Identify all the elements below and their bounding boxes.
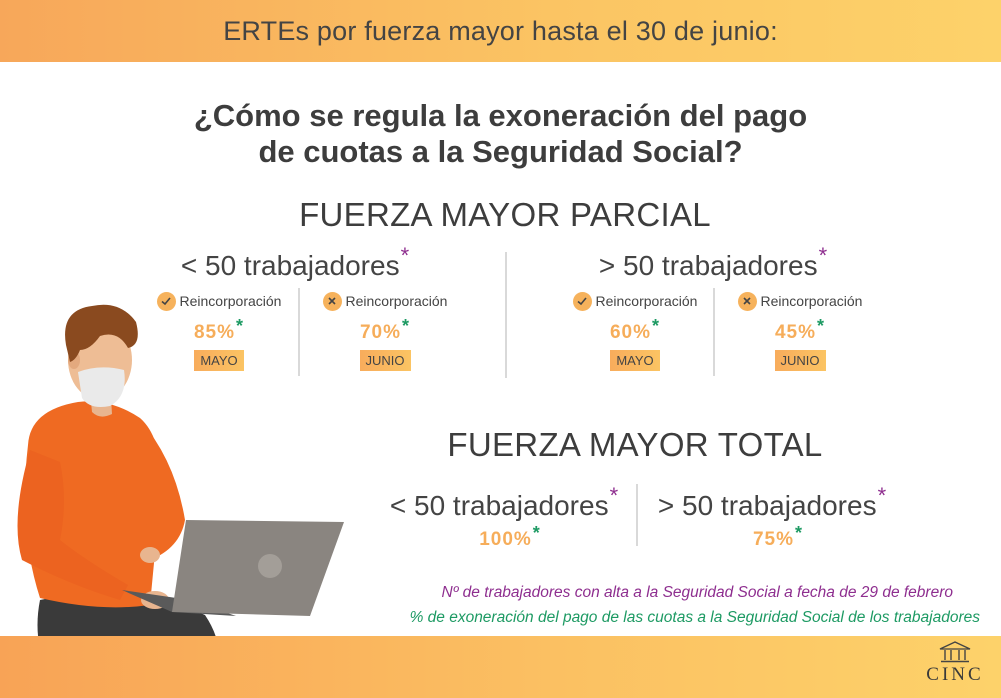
parcial-group-lt50-title: < 50 trabajadores* bbox=[160, 243, 430, 282]
header-bar: ERTEs por fuerza mayor hasta el 30 de ju… bbox=[0, 0, 1001, 62]
parcial-cell-lt50-mayo: Reincorporación 85%* MAYO bbox=[144, 290, 294, 371]
cell-percentage: 45%* bbox=[774, 316, 826, 343]
parcial-group-gt50-title: > 50 trabajadores* bbox=[578, 243, 848, 282]
cell-label: Reincorporación bbox=[595, 293, 698, 309]
cell-percentage: 60%* bbox=[609, 316, 661, 343]
total-title: FUERZA MAYOR TOTAL bbox=[447, 426, 823, 463]
footnote-green: % de exoneración del pago de las cuotas … bbox=[409, 609, 980, 626]
asterisk-green: * bbox=[236, 316, 245, 336]
asterisk-purple: * bbox=[818, 243, 828, 268]
cell-percentage: 85%* bbox=[193, 316, 245, 343]
asterisk-green: * bbox=[817, 316, 826, 336]
check-icon bbox=[572, 291, 592, 311]
parcial-cell-gt50-mayo: Reincorporación 60%* MAYO bbox=[560, 290, 710, 371]
parcial-cell-gt50-junio: Reincorporación 45%* JUNIO bbox=[725, 290, 875, 371]
total-group-gt50-title: > 50 trabajadores* bbox=[638, 483, 906, 522]
asterisk-purple: * bbox=[609, 483, 619, 508]
total-group-lt50-title: < 50 trabajadores* bbox=[370, 483, 638, 522]
person-laptop-illustration bbox=[17, 304, 344, 698]
footnote-purple: Nº de trabajadores con alta a la Segurid… bbox=[441, 584, 953, 601]
check-icon bbox=[156, 291, 176, 311]
asterisk-green: * bbox=[795, 523, 804, 543]
columns-icon bbox=[939, 641, 971, 663]
total-gt50-percentage: 75%* bbox=[752, 523, 804, 550]
cell-divider bbox=[713, 288, 715, 376]
month-badge: JUNIO bbox=[359, 350, 411, 371]
month-badge: JUNIO bbox=[774, 350, 826, 371]
header-title: ERTEs por fuerza mayor hasta el 30 de ju… bbox=[223, 15, 778, 46]
asterisk-purple: * bbox=[877, 483, 887, 508]
headline-line-2: de cuotas a la Seguridad Social? bbox=[258, 134, 743, 169]
total-group-lt50-text: < 50 trabajadores bbox=[389, 490, 609, 521]
total-divider bbox=[636, 484, 638, 546]
cinc-logo: CINC bbox=[923, 641, 987, 695]
cell-percentage: 70%* bbox=[359, 316, 411, 343]
month-badge: MAYO bbox=[610, 350, 660, 371]
total-group-gt50-text: > 50 trabajadores bbox=[657, 490, 877, 521]
total-lt50-percentage: 100%* bbox=[479, 523, 541, 550]
month-badge: MAYO bbox=[194, 350, 244, 371]
asterisk-purple: * bbox=[400, 243, 410, 268]
cell-label: Reincorporación bbox=[179, 293, 282, 309]
cross-icon bbox=[737, 291, 757, 311]
asterisk-green: * bbox=[402, 316, 411, 336]
headline-line-1: ¿Cómo se regula la exoneración del pago bbox=[193, 98, 808, 133]
cell-divider bbox=[298, 288, 300, 376]
group-divider bbox=[505, 252, 507, 378]
asterisk-green: * bbox=[652, 316, 661, 336]
parcial-cell-lt50-junio: Reincorporación 70%* JUNIO bbox=[310, 290, 460, 371]
parcial-group-lt50-text: < 50 trabajadores bbox=[180, 250, 400, 281]
cross-icon bbox=[322, 291, 342, 311]
footer-bar bbox=[0, 636, 1001, 698]
headline: ¿Cómo se regula la exoneración del pago … bbox=[0, 98, 1001, 170]
cell-label: Reincorporación bbox=[345, 293, 448, 309]
parcial-group-gt50-text: > 50 trabajadores bbox=[598, 250, 818, 281]
parcial-title: FUERZA MAYOR PARCIAL bbox=[299, 196, 711, 233]
logo-text: CINC bbox=[926, 664, 984, 685]
cell-label: Reincorporación bbox=[760, 293, 863, 309]
asterisk-green: * bbox=[532, 523, 541, 543]
